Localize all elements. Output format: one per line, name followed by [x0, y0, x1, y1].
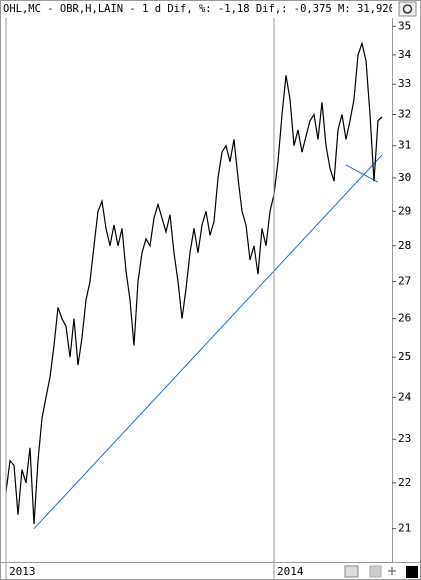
y-tick-label: 25	[398, 350, 411, 363]
x-tick-label: 2014	[277, 565, 304, 578]
y-tick-label: 24	[398, 390, 412, 403]
y-tick-label: 26	[398, 312, 411, 325]
settings-icon[interactable]	[398, 1, 417, 17]
y-tick-label: 32	[398, 108, 411, 121]
x-tick-label: 2013	[9, 565, 36, 578]
chart-header: OHL,MC - OBR,H,LAIN - 1 d Dif, %: -1,18 …	[3, 3, 395, 15]
trendline	[345, 164, 379, 183]
price-line	[5, 41, 383, 525]
y-tick-label: 23	[398, 432, 411, 445]
y-tick-label: 29	[398, 204, 411, 217]
y-tick-label: 27	[398, 275, 411, 288]
y-tick-label: 30	[398, 171, 411, 184]
y-tick-label: 35	[398, 19, 411, 32]
trendline	[33, 154, 383, 530]
y-tick-label: 28	[398, 239, 411, 252]
bottom-toolbar[interactable]	[344, 565, 418, 578]
y-tick-label: 34	[398, 48, 412, 61]
y-tick-label: 22	[398, 476, 411, 489]
y-tick-label: 33	[398, 77, 411, 90]
y-tick-label: 31	[398, 139, 411, 152]
y-tick-label: 21	[398, 522, 411, 535]
